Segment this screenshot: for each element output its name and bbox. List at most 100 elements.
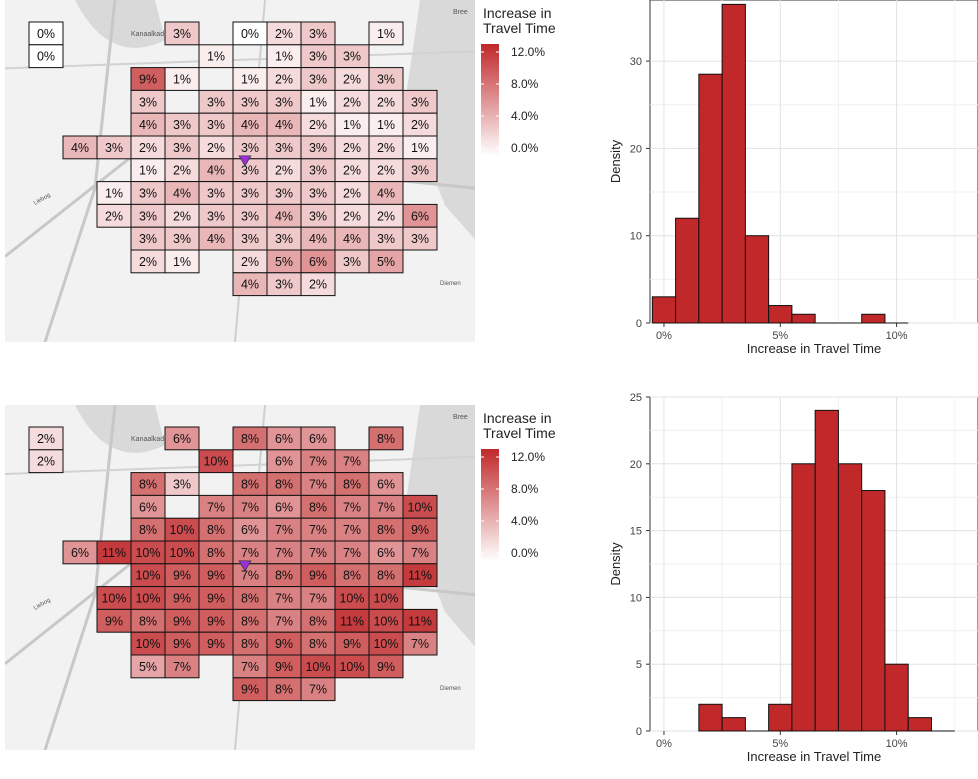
heatmap-cell [198, 44, 234, 69]
cell-label: 2% [377, 141, 395, 155]
cell-label: 9% [275, 660, 293, 674]
heatmap-cell [164, 67, 200, 91]
cell-label: 2% [343, 164, 361, 178]
cell-label: 8% [241, 637, 259, 651]
cell-label: 2% [139, 255, 157, 269]
y-tick-label: 15 [630, 526, 642, 538]
x-tick-label: 5% [772, 330, 788, 342]
cell-label: 3% [207, 209, 225, 223]
cell-label: 7% [309, 455, 327, 469]
map-panel-top: KanaalkadeHaarlemmerLiebogDiemenBree0%3%… [4, 0, 595, 343]
cell-label: 1% [241, 73, 259, 87]
cell-label: 8% [377, 432, 395, 446]
cell-label: 1% [139, 164, 157, 178]
cell-label: 8% [309, 637, 327, 651]
cell-label: 7% [377, 500, 395, 514]
cell-label: 8% [241, 614, 259, 628]
cell-label: 3% [275, 232, 293, 246]
cell-label: 1% [275, 50, 293, 64]
cell-label: 8% [241, 432, 259, 446]
cell-label: 8% [241, 478, 259, 492]
cell-label: 7% [343, 455, 361, 469]
map-label: Kanaalkade [131, 436, 168, 443]
cell-label: 5% [139, 660, 157, 674]
cell-label: 3% [139, 187, 157, 201]
histogram-bar [814, 409, 839, 732]
cell-label: 9% [105, 614, 123, 628]
histogram-bottom: 0 5 10 15 20 25 0% 5% 10% Increase in Travel Time… [608, 392, 978, 764]
heatmap-cell [164, 21, 200, 46]
cell-label: 5% [275, 255, 293, 269]
cell-label: 8% [207, 523, 225, 537]
map-label: Diemen [440, 686, 461, 692]
cell-label: 3% [241, 164, 259, 178]
cell-label: 3% [173, 141, 191, 155]
cell-label: 8% [377, 523, 395, 537]
cell-label: 8% [377, 569, 395, 583]
cell-label: 3% [173, 478, 191, 492]
cell-label: 8% [343, 569, 361, 583]
heatmap-top: KanaalkadeHaarlemmerLiebogDiemenBree0%3%… [4, 0, 556, 343]
cell-label: 1% [343, 118, 361, 132]
cell-label: 9% [207, 569, 225, 583]
heatmap-cell [368, 249, 404, 274]
legend-tick-label: 12.0% [511, 45, 545, 59]
road [43, 0, 117, 343]
cell-label: 3% [207, 95, 225, 109]
histogram-bar [861, 313, 886, 324]
legend-colorbar [481, 44, 499, 156]
water-area [75, 0, 165, 48]
cell-label: 11% [408, 569, 432, 583]
cell-label: 10% [407, 500, 432, 514]
x-tick-label: 0% [656, 330, 672, 342]
cell-label: 6% [275, 432, 293, 446]
x-tick-label: 10% [886, 330, 908, 342]
heatmap-cell [300, 272, 336, 297]
cell-label: 3% [241, 209, 259, 223]
cell-label: 2% [411, 118, 429, 132]
cell-label: 2% [309, 118, 327, 132]
cell-label: 10% [373, 637, 398, 651]
x-tick-label: 0% [656, 738, 672, 750]
y-axis-label: Density [608, 542, 623, 586]
cell-label: 2% [377, 164, 395, 178]
cell-label: 4% [241, 118, 259, 132]
y-tick-label: 10 [630, 592, 642, 604]
cell-label: 7% [309, 478, 327, 492]
cell-label: 3% [275, 187, 293, 201]
cell-label: 9% [173, 637, 191, 651]
cell-label: 6% [241, 523, 259, 537]
cell-label: 1% [207, 50, 225, 64]
heatmap-cell [164, 426, 200, 451]
heatmap-cell [368, 426, 404, 451]
cell-label: 7% [275, 592, 293, 606]
cell-label: 7% [411, 546, 429, 560]
cell-label: 2% [139, 141, 157, 155]
cell-label: 8% [207, 546, 225, 560]
cell-label: 7% [309, 546, 327, 560]
cell-label: 3% [343, 50, 361, 64]
histogram-bar [861, 490, 886, 732]
heatmap-cell [402, 158, 438, 183]
cell-label: 0% [37, 27, 55, 41]
cell-label: 6% [377, 478, 395, 492]
cell-label: 3% [173, 118, 191, 132]
cell-label: 1% [105, 187, 123, 201]
cell-label: 3% [275, 95, 293, 109]
cell-label: 10% [373, 592, 398, 606]
heatmap-cell [164, 654, 200, 679]
cell-label: 7% [309, 592, 327, 606]
cell-label: 4% [241, 278, 259, 292]
histogram-bar [791, 463, 816, 732]
y-tick-label: 5 [636, 659, 642, 671]
legend-title: Travel Time [483, 20, 556, 36]
cell-label: 8% [275, 478, 293, 492]
legend-colorbar [481, 449, 499, 561]
cell-label: 3% [173, 232, 191, 246]
cell-label: 10% [101, 592, 126, 606]
cell-label: 1% [377, 118, 395, 132]
cell-label: 8% [343, 478, 361, 492]
cell-label: 6% [71, 546, 89, 560]
cell-label: 3% [411, 95, 429, 109]
histogram-panel-top: 0 10 20 30 0% 5% 10% Increase in Travel Time Den… [600, 0, 978, 370]
